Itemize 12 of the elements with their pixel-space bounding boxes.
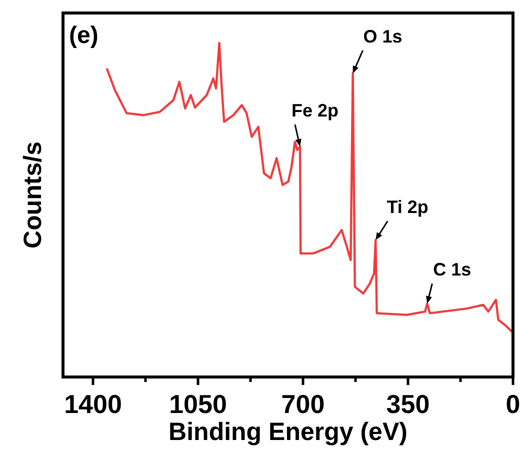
- annotation: (e): [69, 22, 98, 49]
- x-tick-label: 1050: [169, 389, 227, 419]
- annotation: Fe 2p: [291, 100, 339, 121]
- x-tick-label: 700: [281, 389, 325, 419]
- x-axis-title: Binding Energy (eV): [168, 418, 408, 446]
- annotation: O 1s: [363, 26, 402, 46]
- x-tick-label: 350: [386, 389, 430, 419]
- annotation: C 1s: [433, 260, 472, 280]
- y-axis-title: Counts/s: [19, 142, 47, 248]
- annotation: Ti 2p: [386, 197, 428, 218]
- x-tick-label: 1400: [64, 389, 122, 419]
- x-tick-label: 0: [506, 389, 520, 419]
